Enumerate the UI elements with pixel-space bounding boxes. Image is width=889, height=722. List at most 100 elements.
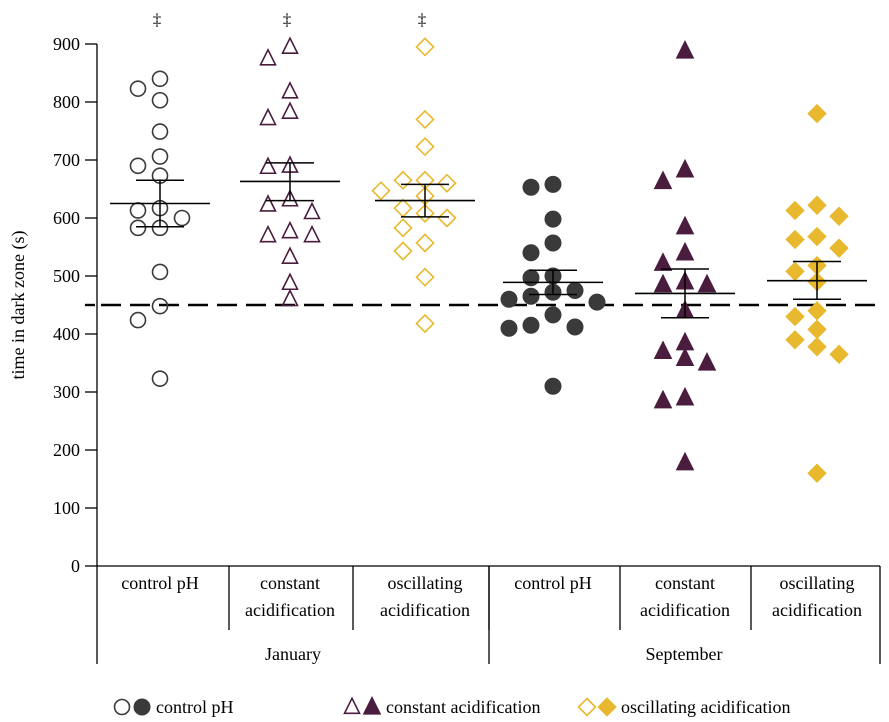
point-september-control-16 xyxy=(544,377,562,395)
point-january-control-5 xyxy=(129,157,147,175)
point-september-oscillating-16 xyxy=(807,463,827,483)
point-january-constant-2 xyxy=(281,81,299,99)
point-january-control-9 xyxy=(173,209,191,227)
point-september-oscillating-0 xyxy=(807,103,827,124)
point-january-control-12 xyxy=(151,263,169,281)
y-tick-label-300: 300 xyxy=(53,382,80,402)
point-september-oscillating-4 xyxy=(807,226,827,247)
point-january-oscillating-5 xyxy=(437,173,457,193)
point-january-oscillating-12 xyxy=(415,233,435,253)
point-september-constant-0 xyxy=(675,39,695,59)
category-label-january-oscillating-0: oscillating xyxy=(388,573,463,593)
point-september-control-2 xyxy=(544,210,562,228)
point-september-control-15 xyxy=(500,319,518,337)
point-september-oscillating-12 xyxy=(807,319,827,340)
point-september-oscillating-2 xyxy=(785,200,805,221)
point-september-control-12 xyxy=(544,306,562,324)
point-september-constant-13 xyxy=(697,352,717,371)
category-label-january-oscillating-1: acidification xyxy=(380,600,470,620)
category-label-january-constant-1: acidification xyxy=(245,600,335,620)
legend-open-control-icon xyxy=(113,698,131,716)
point-september-control-0 xyxy=(544,175,562,193)
category-label-september-constant-0: constant xyxy=(655,573,715,593)
point-september-oscillating-11 xyxy=(785,306,805,327)
point-september-oscillating-13 xyxy=(785,330,805,350)
legend-filled-constant-icon xyxy=(362,696,382,715)
point-september-control-3 xyxy=(544,234,562,252)
legend-open-constant-icon xyxy=(343,696,361,715)
point-january-oscillating-9 xyxy=(415,203,435,223)
point-january-control-13 xyxy=(151,297,169,315)
legend-filled-oscillating-icon xyxy=(597,697,617,717)
y-tick-label-400: 400 xyxy=(53,324,80,344)
y-tick-label-200: 200 xyxy=(53,440,80,460)
point-january-constant-14 xyxy=(281,272,299,291)
point-january-oscillating-11 xyxy=(393,218,413,238)
significance-marker-january-oscillating: ‡ xyxy=(418,10,427,29)
point-january-oscillating-15 xyxy=(415,313,435,334)
group-september-constant xyxy=(635,39,735,471)
y-tick-label-100: 100 xyxy=(53,498,80,518)
point-september-constant-4 xyxy=(675,241,695,261)
category-label-january-control-0: control pH xyxy=(121,573,198,593)
point-january-oscillating-14 xyxy=(415,267,435,287)
point-january-constant-12 xyxy=(303,224,321,243)
point-january-oscillating-4 xyxy=(393,170,413,190)
point-january-oscillating-0 xyxy=(415,37,435,57)
point-september-constant-14 xyxy=(675,386,695,406)
point-september-control-7 xyxy=(566,282,584,299)
point-january-control-15 xyxy=(151,370,169,387)
point-january-oscillating-10 xyxy=(437,208,457,228)
group-january-constant: ‡ xyxy=(240,10,340,307)
point-september-oscillating-3 xyxy=(829,206,849,226)
significance-marker-january-control: ‡ xyxy=(153,10,162,29)
point-january-constant-1 xyxy=(259,48,277,66)
y-tick-label-500: 500 xyxy=(53,266,80,286)
y-tick-label-800: 800 xyxy=(53,92,80,112)
legend: control pH constant acidification oscillat… xyxy=(113,696,790,717)
point-january-constant-4 xyxy=(259,107,277,126)
point-september-control-14 xyxy=(566,318,584,336)
point-january-control-14 xyxy=(129,311,147,329)
point-september-control-11 xyxy=(588,293,606,311)
category-label-september-oscillating-0: oscillating xyxy=(780,573,855,593)
point-january-oscillating-2 xyxy=(415,137,435,157)
category-labels: control pH constant acidification oscillati… xyxy=(96,566,881,664)
point-january-constant-0 xyxy=(281,36,299,55)
legend-label-constant: constant acidification xyxy=(386,697,540,717)
point-september-constant-2 xyxy=(653,170,673,190)
group-january-oscillating: ‡ xyxy=(371,10,475,334)
point-september-oscillating-14 xyxy=(807,337,827,357)
point-january-control-1 xyxy=(129,80,147,97)
point-january-oscillating-8 xyxy=(393,198,413,218)
legend-label-control: control pH xyxy=(156,697,233,717)
point-january-constant-6 xyxy=(259,156,277,175)
point-september-oscillating-5 xyxy=(785,229,805,250)
legend-label-oscillating: oscillating acidification xyxy=(621,697,790,717)
point-january-constant-13 xyxy=(281,246,299,264)
point-january-control-4 xyxy=(151,148,169,165)
point-january-constant-15 xyxy=(281,288,299,307)
point-january-oscillating-1 xyxy=(415,109,435,130)
point-september-constant-11 xyxy=(653,340,673,360)
point-january-control-8 xyxy=(129,202,147,219)
category-label-september-oscillating-1: acidification xyxy=(772,600,862,620)
data-marks: ‡ ‡ ‡ xyxy=(110,10,867,483)
y-tick-label-900: 900 xyxy=(53,34,80,54)
group-september-control xyxy=(500,175,606,395)
legend-filled-control-icon xyxy=(133,698,151,716)
point-january-constant-7 xyxy=(281,188,299,207)
point-september-constant-10 xyxy=(675,331,695,351)
point-september-constant-12 xyxy=(675,347,695,366)
point-september-constant-15 xyxy=(653,389,673,409)
point-january-constant-3 xyxy=(281,101,299,119)
point-september-control-10 xyxy=(500,290,518,308)
point-september-constant-8 xyxy=(697,273,717,293)
point-september-constant-3 xyxy=(675,215,695,235)
category-label-september-control-0: control pH xyxy=(514,573,591,593)
period-label-january: January xyxy=(265,644,321,664)
point-september-control-13 xyxy=(522,316,540,334)
category-label-january-constant-0: constant xyxy=(260,573,320,593)
point-september-oscillating-8 xyxy=(785,261,805,282)
